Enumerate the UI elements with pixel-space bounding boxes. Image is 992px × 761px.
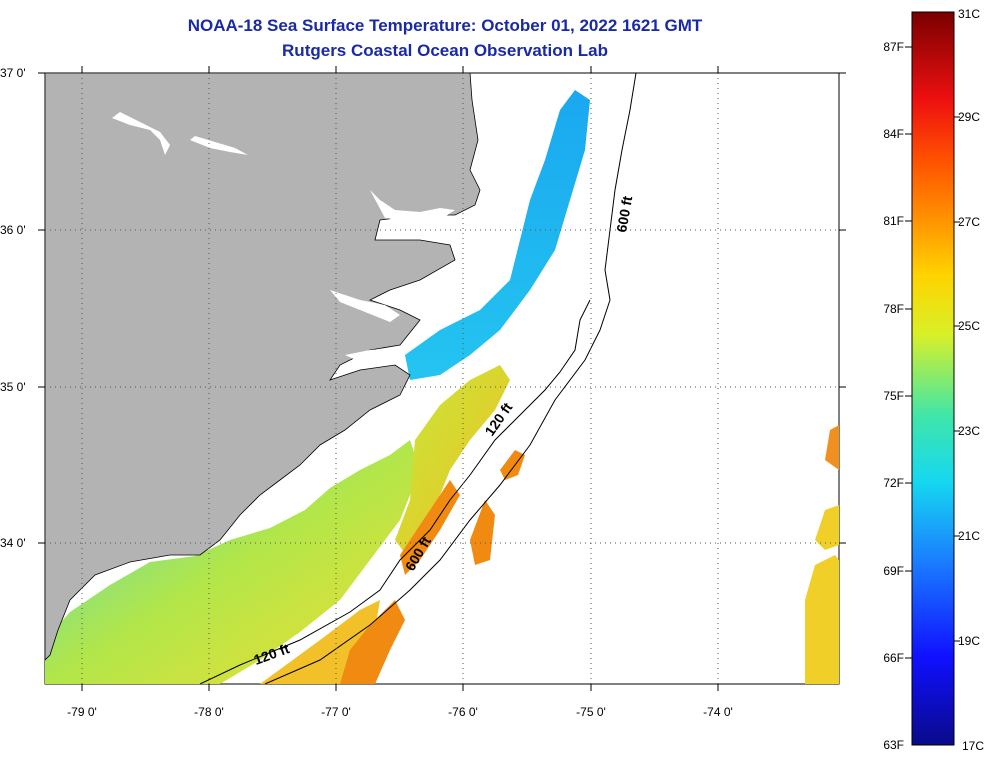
land-mass [45, 73, 481, 661]
sst-patch-mid [395, 365, 510, 560]
colorbar-f-label: 81F [883, 214, 904, 228]
colorbar-c-label: 25C [958, 319, 980, 333]
lon-label: -76 0' [448, 705, 478, 719]
river-5 [345, 348, 395, 362]
sst-patch-east-1 [805, 555, 839, 684]
colorbar [911, 11, 955, 746]
river-2 [190, 136, 248, 155]
colorbar-f-label: 75F [883, 389, 904, 403]
lat-label: 34 0' [0, 536, 26, 550]
sst-patch-warm-4 [500, 450, 525, 480]
lon-label: -74 0' [703, 705, 733, 719]
lon-label: -77 0' [321, 705, 351, 719]
lon-label: -78 0' [194, 705, 224, 719]
sst-patch-southwest [45, 440, 420, 684]
colorbar-ticks [905, 46, 960, 659]
lat-label: 37 0' [0, 66, 26, 80]
colorbar-c-label: 29C [958, 110, 980, 124]
colorbar-f-label: 63F [883, 738, 904, 752]
colorbar-f-label: 84F [883, 127, 904, 141]
colorbar-f-label: 69F [883, 564, 904, 578]
lat-label: 35 0' [0, 380, 26, 394]
lon-label: -79 0' [67, 705, 97, 719]
colorbar-c-label: 19C [958, 634, 980, 648]
colorbar-c-label: 27C [958, 215, 980, 229]
colorbar-f-label: 72F [883, 476, 904, 490]
contour-120ft [199, 299, 591, 684]
colorbar-c-label: 17C [962, 739, 984, 753]
colorbar-c-label: 23C [958, 424, 980, 438]
river-3 [370, 190, 455, 222]
river-1 [112, 112, 170, 155]
map-subtitle: Rutgers Coastal Ocean Observation Lab [282, 41, 608, 60]
river-4 [330, 290, 400, 322]
colorbar-c-label: 21C [958, 529, 980, 543]
lon-label: -75 0' [576, 705, 606, 719]
colorbar-f-label: 66F [883, 651, 904, 665]
graticule [45, 73, 839, 684]
sst-patch-warm-3 [470, 500, 495, 565]
contour-600ft [264, 73, 637, 684]
map-title: NOAA-18 Sea Surface Temperature: October… [187, 16, 703, 35]
colorbar-c-label: 31C [958, 7, 980, 21]
sst-patch-east-2 [815, 505, 839, 550]
colorbar-f-label: 78F [883, 302, 904, 316]
contour-label-600ft: 600 ft [613, 194, 635, 233]
sst-patch-north [405, 90, 590, 380]
colorbar-f-label: 87F [883, 40, 904, 54]
sst-patch-warm-2 [340, 600, 405, 684]
sst-patch-east-3 [825, 425, 839, 470]
sst-patch-warm-1 [400, 480, 460, 575]
axis-ticks [38, 66, 846, 691]
lat-label: 36 0' [0, 223, 26, 237]
